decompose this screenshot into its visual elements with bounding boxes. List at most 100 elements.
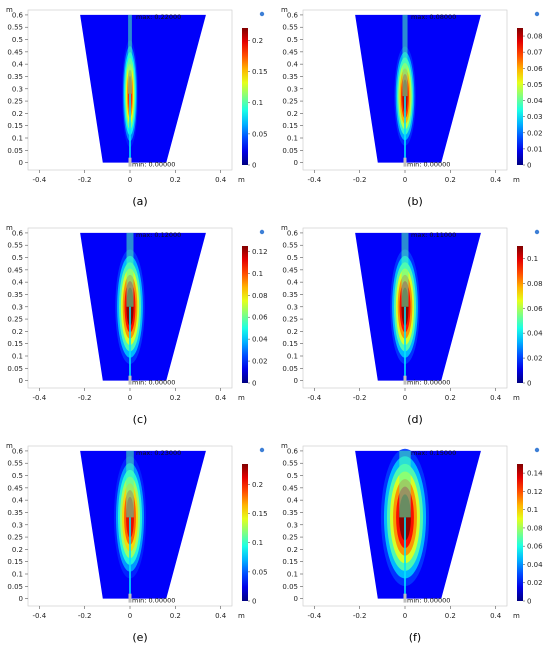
y-tick-label: 0.05 bbox=[282, 583, 298, 591]
nozzle bbox=[128, 157, 132, 167]
colorbar-tick-label: 0.1 bbox=[252, 539, 263, 547]
y-axis-label: m bbox=[6, 224, 13, 232]
colorbar-tick-label: 0.1 bbox=[252, 99, 263, 107]
panel-d: -0.4 -0.2 0 0.2 0.4 m00.050.10.150.20.250.30.… bbox=[281, 224, 543, 426]
colorbar bbox=[517, 28, 523, 165]
y-tick-label: 0.3 bbox=[287, 303, 298, 311]
y-tick-label: 0.55 bbox=[282, 242, 298, 250]
colorbar-tick-label: 0.02 bbox=[252, 358, 268, 366]
colorbar-tick-label: 0.12 bbox=[527, 488, 543, 496]
colorbar-tick-label: 0 bbox=[527, 598, 531, 606]
colorbar-tick-label: 0.08 bbox=[527, 33, 543, 41]
y-tick-label: 0.35 bbox=[7, 73, 23, 81]
y-tick-label: 0.1 bbox=[12, 571, 23, 579]
y-tick-label: 0.25 bbox=[282, 316, 298, 324]
max-label: max: 0.22000 bbox=[136, 13, 181, 21]
x-tick-label: -0.4 bbox=[32, 176, 46, 184]
y-tick-label: 0.2 bbox=[287, 110, 298, 118]
y-tick-label: 0.6 bbox=[12, 11, 24, 19]
max-label: max: 0.11000 bbox=[411, 231, 456, 239]
colorbar-tick-label: 0 bbox=[252, 162, 256, 170]
x-tick-label: 0.2 bbox=[170, 612, 181, 620]
max-label: max: 0.08000 bbox=[411, 13, 456, 21]
min-label: min: 0.00000 bbox=[132, 161, 175, 169]
panel-e: -0.4 -0.2 0 0.2 0.4 m00.050.10.150.20.250.30.… bbox=[6, 442, 268, 644]
nozzle bbox=[403, 375, 407, 385]
y-tick-label: 0.3 bbox=[12, 303, 23, 311]
y-tick-label: 0.1 bbox=[12, 353, 23, 361]
y-tick-label: 0.4 bbox=[12, 61, 24, 69]
y-tick-label: 0 bbox=[19, 377, 23, 385]
y-tick-label: 0.3 bbox=[12, 85, 23, 93]
x-axis-label: m bbox=[513, 394, 520, 402]
x-tick-label: 0.4 bbox=[215, 176, 227, 184]
y-tick-label: 0.05 bbox=[7, 147, 23, 155]
panel-caption: (e) bbox=[132, 631, 147, 644]
panel-b: -0.4 -0.2 0 0.2 0.4 m00.050.10.150.20.250.30.… bbox=[281, 6, 543, 208]
y-tick-label: 0.35 bbox=[282, 509, 298, 517]
colorbar-tick-label: 0.06 bbox=[527, 543, 543, 551]
colorbar bbox=[242, 464, 248, 601]
y-tick-label: 0.5 bbox=[12, 254, 23, 262]
y-tick-label: 0.4 bbox=[287, 497, 299, 505]
y-tick-label: 0.05 bbox=[282, 147, 298, 155]
x-tick-label: 0.4 bbox=[490, 394, 502, 402]
colorbar-tick-label: 0.04 bbox=[527, 561, 543, 569]
domain-trapezoid bbox=[80, 14, 206, 163]
colorbar-tick-label: 0 bbox=[252, 598, 256, 606]
y-tick-label: 0.35 bbox=[282, 291, 298, 299]
y-tick-label: 0.4 bbox=[12, 497, 24, 505]
colorbar-tick-label: 0.01 bbox=[527, 145, 543, 153]
colorbar-tick-label: 0.04 bbox=[527, 97, 543, 105]
y-tick-label: 0.2 bbox=[12, 546, 23, 554]
panel-c: -0.4 -0.2 0 0.2 0.4 m00.050.10.150.20.250.30.… bbox=[6, 224, 268, 426]
y-tick-label: 0.25 bbox=[7, 316, 23, 324]
colorbar-tick-label: 0.02 bbox=[527, 129, 543, 137]
colorbar-tick-label: 0.1 bbox=[527, 506, 538, 514]
corner-icon bbox=[534, 11, 540, 17]
y-tick-label: 0.2 bbox=[12, 110, 23, 118]
colorbar-tick-label: 0.02 bbox=[527, 579, 543, 587]
y-axis-label: m bbox=[281, 224, 288, 232]
y-tick-label: 0.15 bbox=[282, 340, 298, 348]
colorbar-tick-label: 0.04 bbox=[527, 330, 543, 338]
y-tick-label: 0.05 bbox=[7, 583, 23, 591]
colorbar bbox=[242, 246, 248, 383]
y-tick-label: 0 bbox=[294, 377, 298, 385]
y-tick-label: 0.6 bbox=[287, 11, 299, 19]
nozzle bbox=[403, 157, 407, 167]
x-tick-label: 0 bbox=[128, 394, 132, 402]
y-tick-label: 0.4 bbox=[12, 279, 24, 287]
y-tick-label: 0 bbox=[19, 595, 23, 603]
colorbar-tick-label: 0.06 bbox=[527, 65, 543, 73]
y-tick-label: 0.6 bbox=[287, 447, 299, 455]
min-label: min: 0.00000 bbox=[407, 597, 450, 605]
y-tick-label: 0.55 bbox=[7, 24, 23, 32]
y-tick-label: 0.45 bbox=[7, 266, 23, 274]
y-tick-label: 0 bbox=[294, 159, 298, 167]
colorbar-tick-label: 0.14 bbox=[527, 470, 543, 478]
y-tick-label: 0.55 bbox=[7, 242, 23, 250]
x-tick-label: -0.2 bbox=[78, 176, 92, 184]
panel-caption: (c) bbox=[133, 413, 148, 426]
x-tick-label: 0.4 bbox=[490, 176, 502, 184]
colorbar bbox=[517, 464, 523, 601]
y-tick-label: 0.25 bbox=[7, 98, 23, 106]
y-tick-label: 0.5 bbox=[287, 472, 298, 480]
corner-icon bbox=[259, 229, 265, 235]
y-tick-label: 0.35 bbox=[7, 291, 23, 299]
y-tick-label: 0.35 bbox=[7, 509, 23, 517]
x-tick-label: 0.2 bbox=[170, 176, 181, 184]
corner-icon bbox=[259, 447, 265, 453]
y-tick-label: 0.1 bbox=[12, 135, 23, 143]
x-tick-label: 0 bbox=[403, 394, 407, 402]
y-tick-label: 0.45 bbox=[282, 48, 298, 56]
y-tick-label: 0 bbox=[294, 595, 298, 603]
colorbar-tick-label: 0.06 bbox=[252, 314, 268, 322]
y-tick-label: 0.1 bbox=[287, 353, 298, 361]
y-tick-label: 0.35 bbox=[282, 73, 298, 81]
x-tick-label: 0 bbox=[128, 612, 132, 620]
y-tick-label: 0.25 bbox=[7, 534, 23, 542]
min-label: min: 0.00000 bbox=[132, 597, 175, 605]
y-tick-label: 0.6 bbox=[287, 229, 299, 237]
